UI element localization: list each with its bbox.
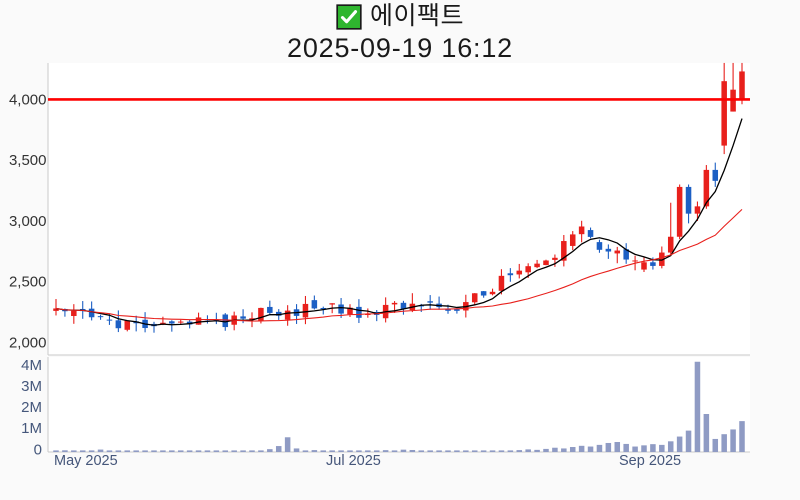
svg-text:1M: 1M	[21, 420, 42, 437]
svg-text:4M: 4M	[21, 357, 42, 374]
svg-text:3M: 3M	[21, 378, 42, 395]
svg-text:Sep 2025: Sep 2025	[619, 453, 681, 469]
svg-text:0: 0	[34, 441, 42, 458]
svg-text:2M: 2M	[21, 399, 42, 416]
svg-text:2,000: 2,000	[9, 335, 47, 352]
svg-text:Jul 2025: Jul 2025	[326, 453, 381, 469]
svg-text:4,000: 4,000	[9, 91, 47, 108]
svg-text:3,000: 3,000	[9, 213, 47, 230]
svg-text:2,500: 2,500	[9, 274, 47, 291]
svg-text:3,500: 3,500	[9, 152, 47, 169]
svg-text:May 2025: May 2025	[54, 453, 118, 469]
